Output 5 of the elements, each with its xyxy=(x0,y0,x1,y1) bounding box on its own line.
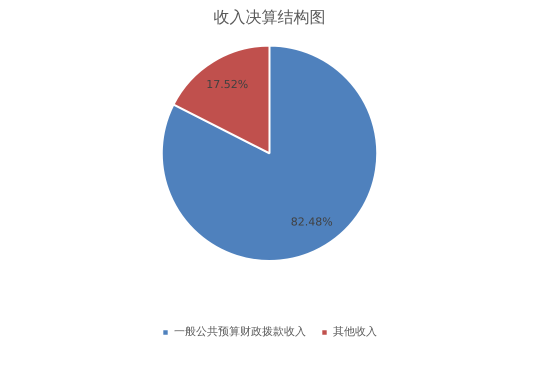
data-label: 82.48% xyxy=(290,216,333,229)
chart-title: 收入决算结构图 xyxy=(214,8,326,26)
data-label: 17.52% xyxy=(206,78,248,91)
legend-label: 其他收入 xyxy=(333,324,377,339)
legend-label: 一般公共预算财政拨款收入 xyxy=(174,324,306,339)
